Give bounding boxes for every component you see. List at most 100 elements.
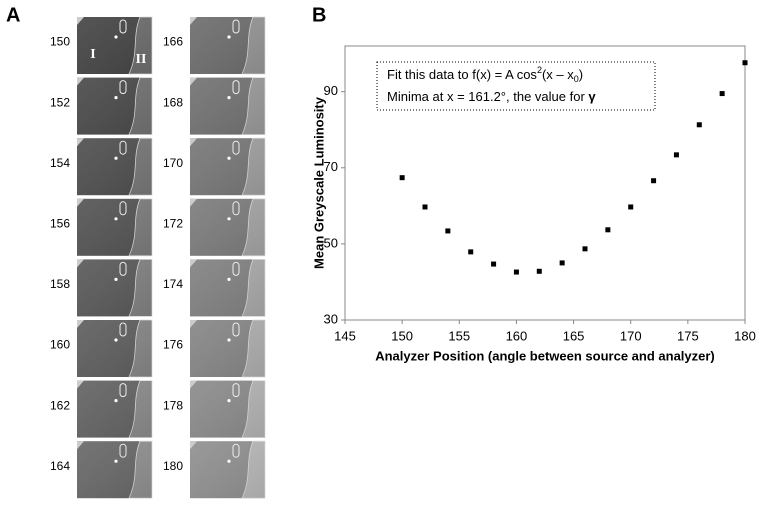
frame-label: 166 <box>163 35 183 49</box>
frame-capsule <box>232 80 240 95</box>
data-point <box>513 269 519 275</box>
annotation-text: ) <box>579 67 583 82</box>
plot-frame <box>344 45 746 321</box>
frame-dot <box>114 338 118 342</box>
frame-capsule <box>119 80 127 95</box>
y-tick-label: 90 <box>324 83 338 98</box>
frame-label: 150 <box>50 35 70 49</box>
frame-dot <box>114 96 118 100</box>
data-point <box>673 152 679 158</box>
frame-capsule <box>119 261 127 276</box>
x-tick-label: 145 <box>334 328 356 343</box>
frame-shade <box>190 441 265 499</box>
frame-dot <box>114 399 118 403</box>
frame-label: 160 <box>50 338 70 352</box>
frame-dot <box>227 399 231 403</box>
x-tick-label: 150 <box>391 328 413 343</box>
frame-corner <box>77 198 84 207</box>
frame-label: 172 <box>163 216 183 230</box>
frame-corner <box>190 77 197 86</box>
frame-corner <box>77 77 84 86</box>
frame-shade <box>190 259 265 317</box>
frame-corner <box>77 138 84 147</box>
frame-capsule <box>119 443 127 458</box>
frame-corner <box>190 17 197 25</box>
frame-label: 158 <box>50 277 70 291</box>
frame-dot <box>227 459 231 463</box>
frame-corner <box>77 259 84 268</box>
frame-label: 156 <box>50 216 70 230</box>
frame-shade <box>190 77 265 135</box>
frame-label: 154 <box>50 156 70 170</box>
annotation: Fit this data to f(x) = A cos2(x – x0) <box>387 65 583 84</box>
frame-shade <box>190 198 265 256</box>
frame-dot <box>114 459 118 463</box>
frame-shade <box>77 380 152 438</box>
x-tick-label: 160 <box>506 328 528 343</box>
frame-corner <box>77 441 84 450</box>
panel-label: A <box>6 4 20 26</box>
annotation-text: (x – x <box>542 67 574 82</box>
frame-corner <box>190 138 197 147</box>
y-tick-label: 70 <box>324 159 338 174</box>
frame-label: 168 <box>163 95 183 109</box>
region-label: II <box>136 52 147 67</box>
frame-capsule <box>119 140 127 155</box>
annotation: Minima at x = 161.2°, the value for γ <box>387 89 596 104</box>
frame-label: 162 <box>50 398 70 412</box>
frame-capsule <box>232 19 240 34</box>
frame-corner <box>77 380 84 389</box>
frame-capsule <box>232 140 240 155</box>
frame-dot <box>114 277 118 281</box>
frame-dot <box>227 35 231 39</box>
data-point <box>696 122 702 128</box>
frame-capsule <box>232 261 240 276</box>
frame-shade <box>77 441 152 499</box>
frame-dot <box>227 217 231 221</box>
data-point <box>399 175 405 181</box>
x-tick-label: 165 <box>563 328 585 343</box>
frame-shade <box>77 138 152 196</box>
panel-label: B <box>312 4 326 26</box>
frame-capsule <box>119 201 127 216</box>
annotation-text: Fit this data to f(x) = A cos <box>387 67 537 82</box>
frame-shade <box>190 380 265 438</box>
data-point <box>445 228 451 234</box>
frame-label: 174 <box>163 277 183 291</box>
frame-corner <box>190 441 197 450</box>
image-grid: 150 152 154 156 158 160 162 164 166 168 170 172 174 1… <box>50 16 266 499</box>
frame-dot <box>227 96 231 100</box>
frame-label: 176 <box>163 338 183 352</box>
data-point <box>491 261 497 267</box>
x-tick-label: 170 <box>620 328 642 343</box>
frame-capsule <box>232 383 240 398</box>
frame-shade <box>77 259 152 317</box>
data-point <box>582 246 588 252</box>
data-point <box>468 249 474 255</box>
data-point <box>536 268 542 274</box>
frame-corner <box>190 320 197 328</box>
frame-shade <box>77 320 152 377</box>
annotation-text: 2 <box>537 65 542 75</box>
x-tick-label: 155 <box>448 328 470 343</box>
x-tick-label: 175 <box>677 328 699 343</box>
frame-shade <box>77 77 152 135</box>
frame-label: 164 <box>50 459 70 473</box>
data-point <box>605 227 611 233</box>
frame-capsule <box>119 383 127 398</box>
frame-corner <box>190 259 197 268</box>
x-tick-label: 180 <box>734 328 756 343</box>
data-point <box>422 204 428 210</box>
data-point <box>719 91 725 97</box>
annotation-text: Minima at x = 161.2°, the value for <box>387 89 588 104</box>
frame-shade <box>77 198 152 256</box>
frame-dot <box>114 156 118 160</box>
frame-corner <box>77 17 84 25</box>
frame-capsule <box>232 443 240 458</box>
frame-shade <box>190 17 265 74</box>
y-axis-title: Mean Greyscale Luminosity <box>311 96 326 269</box>
annotation-box <box>376 61 656 111</box>
frame-label: 178 <box>163 398 183 412</box>
